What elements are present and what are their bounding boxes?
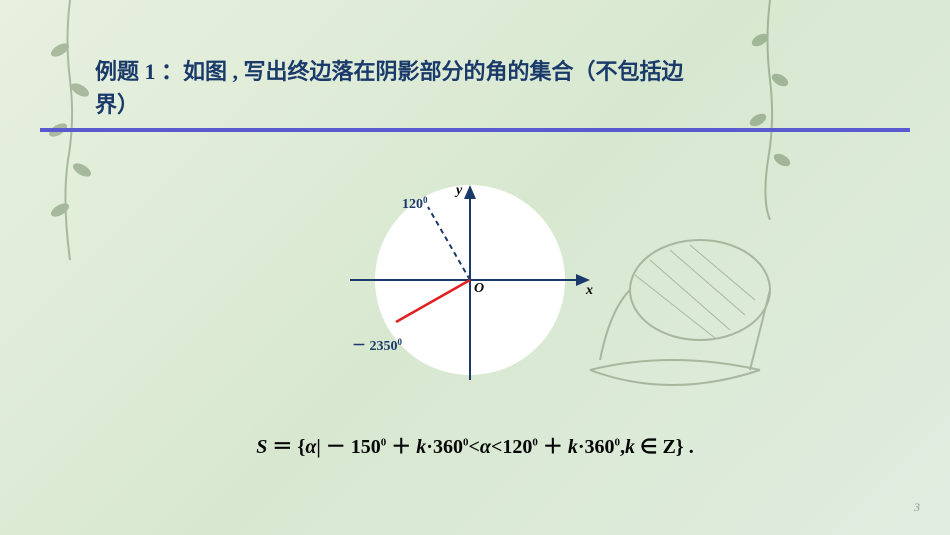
formula-360a: 360: [433, 436, 463, 458]
formula-plus2: ＋: [538, 436, 568, 458]
title-body-2: 界）: [95, 92, 139, 117]
formula-plus1: ＋: [386, 436, 416, 458]
origin-label: O: [474, 281, 484, 296]
formula-n1: 150: [351, 436, 381, 458]
formula-k2: k: [568, 436, 578, 458]
formula-alpha2: α: [480, 436, 491, 458]
y-axis-label: y: [454, 183, 463, 198]
page-number: 3: [914, 500, 920, 515]
x-axis-label: x: [585, 283, 593, 298]
title-body-1: 如图 , 写出终边落在阴影部分的角的集合（不包括边: [183, 59, 684, 84]
formula-S: S: [256, 436, 267, 458]
formula-minus: －: [326, 436, 351, 458]
formula-Z: Z: [662, 436, 675, 458]
formula-dot1: ·: [426, 436, 433, 458]
formula-k3: k: [625, 436, 635, 458]
formula-dot2: ·: [578, 436, 585, 458]
formula-period: .: [684, 436, 694, 458]
formula-bar: |: [316, 436, 325, 458]
formula-alpha: α: [305, 436, 316, 458]
formula-rbrace: }: [676, 436, 684, 458]
formula-lt2: <: [491, 436, 502, 458]
formula-360b: 360: [585, 436, 615, 458]
formula-eq: ＝: [267, 436, 297, 458]
problem-title: 例题 1 ：如图 , 写出终边落在阴影部分的角的集合（不包括边 界）: [95, 55, 875, 121]
answer-formula: S ＝ {α| － 1500 ＋ k·3600<α<1200 ＋ k·3600,…: [0, 430, 950, 459]
angle-diagram: x y O 1200 － 23500: [340, 180, 600, 390]
formula-k1: k: [416, 436, 426, 458]
horizontal-rule: [40, 128, 910, 132]
formula-in: ∈: [635, 436, 662, 458]
formula-lt1: <: [468, 436, 479, 458]
formula-n2: 120: [502, 436, 532, 458]
title-prefix: 例题 1 ：: [95, 59, 183, 84]
angle-label-neg: － 23500: [352, 337, 403, 354]
